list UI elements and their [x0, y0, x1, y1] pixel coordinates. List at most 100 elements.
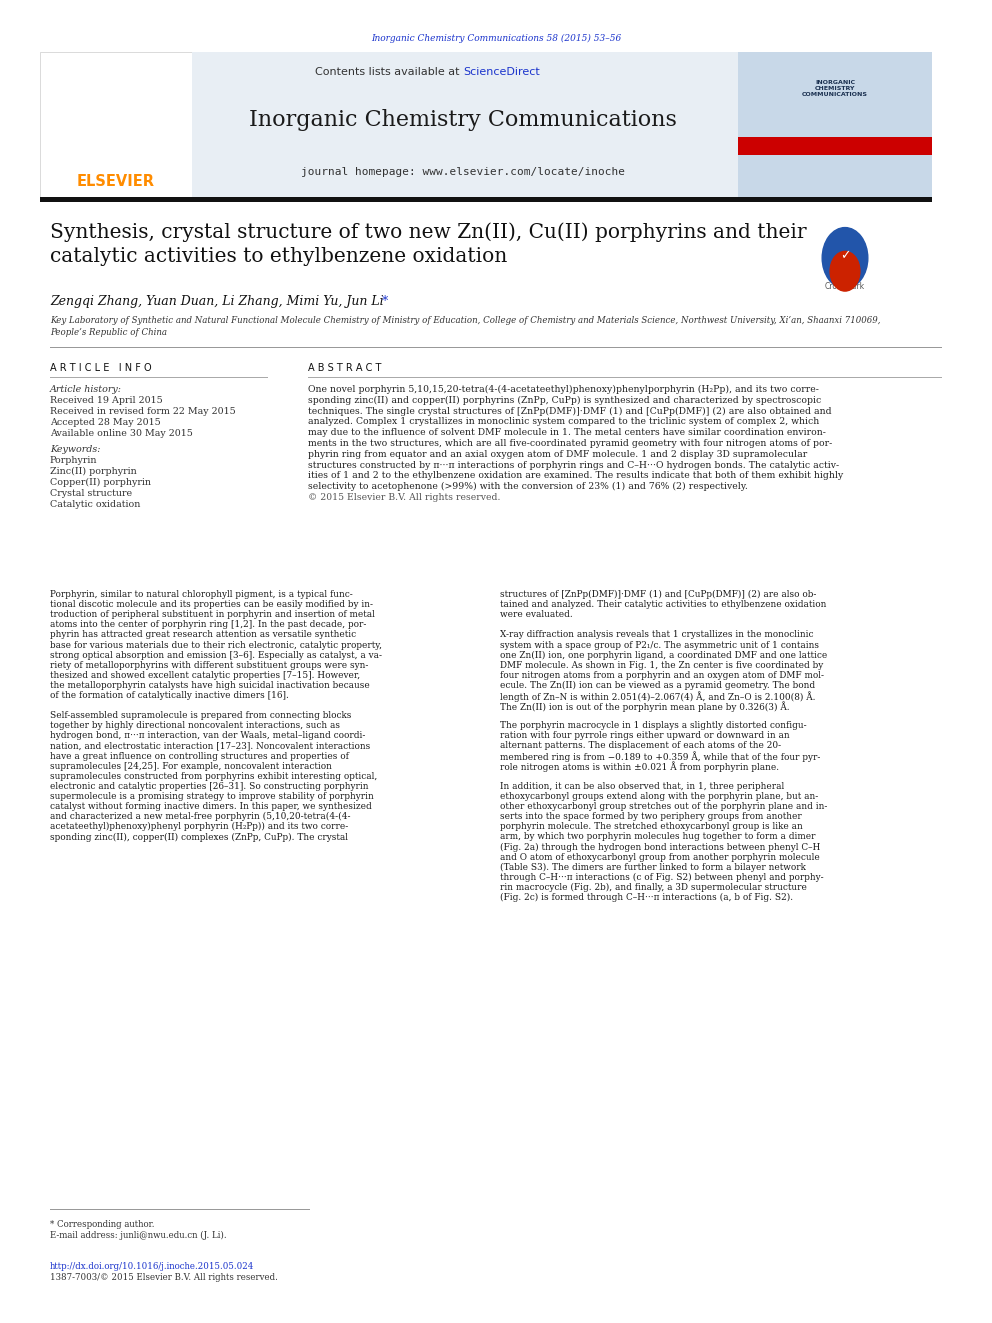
Bar: [738, 52, 932, 200]
Text: one Zn(II) ion, one porphyrin ligand, a coordinated DMF and one lattice: one Zn(II) ion, one porphyrin ligand, a …: [500, 651, 827, 660]
Text: structures constructed by π···π interactions of porphyrin rings and C–H···O hydr: structures constructed by π···π interact…: [308, 460, 839, 470]
Text: role nitrogen atoms is within ±0.021 Å from porphyrin plane.: role nitrogen atoms is within ±0.021 Å f…: [500, 762, 779, 773]
Text: *: *: [378, 295, 388, 308]
Text: A R T I C L E   I N F O: A R T I C L E I N F O: [50, 363, 152, 373]
Text: alternant patterns. The displacement of each atoms of the 20-: alternant patterns. The displacement of …: [500, 741, 781, 750]
Text: Crystal structure: Crystal structure: [50, 490, 132, 497]
Text: ecule. The Zn(II) ion can be viewed as a pyramid geometry. The bond: ecule. The Zn(II) ion can be viewed as a…: [500, 681, 815, 691]
Text: sponding zinc(II), copper(II) complexes (ZnPp, CuPp). The crystal: sponding zinc(II), copper(II) complexes …: [50, 832, 348, 841]
Text: Self-assembled supramolecule is prepared from connecting blocks: Self-assembled supramolecule is prepared…: [50, 712, 351, 720]
Text: may due to the influence of solvent DMF molecule in 1. The metal centers have si: may due to the influence of solvent DMF …: [308, 429, 826, 437]
Text: selectivity to acetophenone (>99%) with the conversion of 23% (1) and 76% (2) re: selectivity to acetophenone (>99%) with …: [308, 482, 748, 491]
Text: Synthesis, crystal structure of two new Zn(II), Cu(II) porphyrins and their
cata: Synthesis, crystal structure of two new …: [50, 222, 806, 266]
Text: E-mail address: junli@nwu.edu.cn (J. Li).: E-mail address: junli@nwu.edu.cn (J. Li)…: [50, 1230, 226, 1240]
Text: and O atom of ethoxycarbonyl group from another porphyrin molecule: and O atom of ethoxycarbonyl group from …: [500, 852, 819, 861]
Text: thesized and showed excellent catalytic properties [7–15]. However,: thesized and showed excellent catalytic …: [50, 671, 360, 680]
Text: (Fig. 2a) through the hydrogen bond interactions between phenyl C–H: (Fig. 2a) through the hydrogen bond inte…: [500, 843, 820, 852]
Text: Received in revised form 22 May 2015: Received in revised form 22 May 2015: [50, 407, 236, 415]
Text: atoms into the center of porphyrin ring [1,2]. In the past decade, por-: atoms into the center of porphyrin ring …: [50, 620, 366, 630]
Text: electronic and catalytic properties [26–31]. So constructing porphyrin: electronic and catalytic properties [26–…: [50, 782, 368, 791]
Text: 1387-7003/© 2015 Elsevier B.V. All rights reserved.: 1387-7003/© 2015 Elsevier B.V. All right…: [50, 1273, 278, 1282]
Text: X-ray diffraction analysis reveals that 1 crystallizes in the monoclinic: X-ray diffraction analysis reveals that …: [500, 630, 813, 639]
Text: Keywords:: Keywords:: [50, 445, 100, 454]
Text: A B S T R A C T: A B S T R A C T: [308, 363, 381, 373]
Bar: [40, 197, 932, 202]
Text: CrossMark: CrossMark: [825, 282, 865, 291]
Text: sponding zinc(II) and copper(II) porphyrins (ZnPp, CuPp) is synthesized and char: sponding zinc(II) and copper(II) porphyr…: [308, 396, 821, 405]
Bar: [40, 52, 192, 200]
Text: * Corresponding author.: * Corresponding author.: [50, 1220, 155, 1229]
Text: ethoxycarbonyl groups extend along with the porphyrin plane, but an-: ethoxycarbonyl groups extend along with …: [500, 792, 818, 800]
Text: together by highly directional noncovalent interactions, such as: together by highly directional noncovale…: [50, 721, 340, 730]
Text: hydrogen bond, π···π interaction, van der Waals, metal–ligand coordi-: hydrogen bond, π···π interaction, van de…: [50, 732, 365, 741]
Text: DMF molecule. As shown in Fig. 1, the Zn center is five coordinated by: DMF molecule. As shown in Fig. 1, the Zn…: [500, 660, 823, 669]
Text: supermolecule is a promising strategy to improve stability of porphyrin: supermolecule is a promising strategy to…: [50, 792, 374, 800]
Text: ration with four pyrrole rings either upward or downward in an: ration with four pyrrole rings either up…: [500, 732, 790, 741]
Text: techniques. The single crystal structures of [ZnPp(DMF)]·DMF (1) and [CuPp(DMF)]: techniques. The single crystal structure…: [308, 406, 831, 415]
Text: porphyrin molecule. The stretched ethoxycarbonyl group is like an: porphyrin molecule. The stretched ethoxy…: [500, 823, 803, 831]
Text: analyzed. Complex 1 crystallizes in monoclinic system compared to the triclinic : analyzed. Complex 1 crystallizes in mono…: [308, 417, 819, 426]
Text: In addition, it can be also observed that, in 1, three peripheral: In addition, it can be also observed tha…: [500, 782, 785, 791]
Text: other ethoxycarbonyl group stretches out of the porphyrin plane and in-: other ethoxycarbonyl group stretches out…: [500, 802, 827, 811]
Text: Contents lists available at: Contents lists available at: [315, 67, 463, 77]
Text: of the formation of catalytically inactive dimers [16].: of the formation of catalytically inacti…: [50, 691, 289, 700]
Text: system with a space group of P2₁/c. The asymmetric unit of 1 contains: system with a space group of P2₁/c. The …: [500, 640, 819, 650]
Text: structures of [ZnPp(DMF)]·DMF (1) and [CuPp(DMF)] (2) are also ob-: structures of [ZnPp(DMF)]·DMF (1) and [C…: [500, 590, 816, 599]
Text: length of Zn–N is within 2.051(4)–2.067(4) Å, and Zn–O is 2.100(8) Å.: length of Zn–N is within 2.051(4)–2.067(…: [500, 691, 815, 701]
Text: ScienceDirect: ScienceDirect: [463, 67, 540, 77]
Text: The Zn(II) ion is out of the porphyrin mean plane by 0.326(3) Å.: The Zn(II) ion is out of the porphyrin m…: [500, 701, 790, 712]
Text: four nitrogen atoms from a porphyrin and an oxygen atom of DMF mol-: four nitrogen atoms from a porphyrin and…: [500, 671, 824, 680]
Text: supramolecules [24,25]. For example, noncovalent interaction: supramolecules [24,25]. For example, non…: [50, 762, 332, 771]
Text: serts into the space formed by two periphery groups from another: serts into the space formed by two perip…: [500, 812, 802, 822]
Text: Inorganic Chemistry Communications: Inorganic Chemistry Communications: [249, 108, 677, 131]
Text: http://dx.doi.org/10.1016/j.inoche.2015.05.024: http://dx.doi.org/10.1016/j.inoche.2015.…: [50, 1262, 254, 1271]
Text: © 2015 Elsevier B.V. All rights reserved.: © 2015 Elsevier B.V. All rights reserved…: [308, 493, 501, 501]
Text: rin macrocycle (Fig. 2b), and finally, a 3D supermolecular structure: rin macrocycle (Fig. 2b), and finally, a…: [500, 882, 806, 892]
Text: Article history:: Article history:: [50, 385, 122, 394]
Text: through C–H···π interactions (c of Fig. S2) between phenyl and porphy-: through C–H···π interactions (c of Fig. …: [500, 873, 823, 882]
Text: Catalytic oxidation: Catalytic oxidation: [50, 500, 141, 509]
Text: arm, by which two porphyrin molecules hug together to form a dimer: arm, by which two porphyrin molecules hu…: [500, 832, 815, 841]
Text: membered ring is from −0.189 to +0.359 Å, while that of the four pyr-: membered ring is from −0.189 to +0.359 Å…: [500, 751, 820, 762]
Text: have a great influence on controlling structures and properties of: have a great influence on controlling st…: [50, 751, 349, 761]
Text: and characterized a new metal-free porphyrin (5,10,20-tetra(4-(4-: and characterized a new metal-free porph…: [50, 812, 350, 822]
Text: strong optical absorption and emission [3–6]. Especially as catalyst, a va-: strong optical absorption and emission […: [50, 651, 382, 660]
Circle shape: [822, 228, 868, 288]
Text: ELSEVIER: ELSEVIER: [77, 175, 155, 189]
Text: INORGANIC
CHEMISTRY
COMMUNICATIONS: INORGANIC CHEMISTRY COMMUNICATIONS: [802, 79, 868, 98]
Text: acetateethyl)phenoxy)phenyl porphyrin (H₂Pp)) and its two corre-: acetateethyl)phenoxy)phenyl porphyrin (H…: [50, 823, 348, 831]
Text: Copper(II) porphyrin: Copper(II) porphyrin: [50, 478, 151, 487]
Text: One novel porphyrin 5,10,15,20-tetra(4-(4-acetateethyl)phenoxy)phenylporphyrin (: One novel porphyrin 5,10,15,20-tetra(4-(…: [308, 385, 818, 394]
Text: ments in the two structures, which are all five-coordinated pyramid geometry wit: ments in the two structures, which are a…: [308, 439, 832, 448]
Text: tional discotic molecule and its properties can be easily modified by in-: tional discotic molecule and its propert…: [50, 601, 373, 609]
Text: phyrin has attracted great research attention as versatile synthetic: phyrin has attracted great research atte…: [50, 630, 356, 639]
Text: tained and analyzed. Their catalytic activities to ethylbenzene oxidation: tained and analyzed. Their catalytic act…: [500, 601, 826, 609]
Text: (Table S3). The dimers are further linked to form a bilayer network: (Table S3). The dimers are further linke…: [500, 863, 806, 872]
Text: phyrin ring from equator and an axial oxygen atom of DMF molecule. 1 and 2 displ: phyrin ring from equator and an axial ox…: [308, 450, 807, 459]
Text: the metalloporphyrin catalysts have high suicidal inactivation because: the metalloporphyrin catalysts have high…: [50, 681, 370, 689]
Text: The porphyrin macrocycle in 1 displays a slightly distorted configu-: The porphyrin macrocycle in 1 displays a…: [500, 721, 806, 730]
Circle shape: [830, 251, 860, 291]
Text: Inorganic Chemistry Communications 58 (2015) 53–56: Inorganic Chemistry Communications 58 (2…: [371, 33, 621, 42]
Text: riety of metalloporphyrins with different substituent groups were syn-: riety of metalloporphyrins with differen…: [50, 660, 368, 669]
Text: Accepted 28 May 2015: Accepted 28 May 2015: [50, 418, 161, 427]
Text: ities of 1 and 2 to the ethylbenzene oxidation are examined. The results indicat: ities of 1 and 2 to the ethylbenzene oxi…: [308, 471, 843, 480]
Text: nation, and electrostatic interaction [17–23]. Noncovalent interactions: nation, and electrostatic interaction [1…: [50, 741, 370, 750]
Text: Porphyrin, similar to natural chlorophyll pigment, is a typical func-: Porphyrin, similar to natural chlorophyl…: [50, 590, 353, 599]
Text: Porphyrin: Porphyrin: [50, 456, 97, 464]
Text: Zengqi Zhang, Yuan Duan, Li Zhang, Mimi Yu, Jun Li: Zengqi Zhang, Yuan Duan, Li Zhang, Mimi …: [50, 295, 384, 308]
Text: supramolecules constructed from porphyrins exhibit interesting optical,: supramolecules constructed from porphyri…: [50, 771, 377, 781]
Text: base for various materials due to their rich electronic, catalytic property,: base for various materials due to their …: [50, 640, 382, 650]
Text: catalyst without forming inactive dimers. In this paper, we synthesized: catalyst without forming inactive dimers…: [50, 802, 372, 811]
Text: Zinc(II) porphyrin: Zinc(II) porphyrin: [50, 467, 137, 476]
Bar: [738, 138, 932, 155]
Text: troduction of peripheral substituent in porphyrin and insertion of metal: troduction of peripheral substituent in …: [50, 610, 375, 619]
Text: Key Laboratory of Synthetic and Natural Functional Molecule Chemistry of Ministr: Key Laboratory of Synthetic and Natural …: [50, 316, 881, 337]
Text: (Fig. 2c) is formed through C–H···π interactions (a, b of Fig. S2).: (Fig. 2c) is formed through C–H···π inte…: [500, 893, 794, 902]
Text: were evaluated.: were evaluated.: [500, 610, 572, 619]
Text: Available online 30 May 2015: Available online 30 May 2015: [50, 429, 192, 438]
Text: Received 19 April 2015: Received 19 April 2015: [50, 396, 163, 405]
Text: ✓: ✓: [840, 249, 850, 262]
Text: journal homepage: www.elsevier.com/locate/inoche: journal homepage: www.elsevier.com/locat…: [301, 167, 625, 177]
Bar: [192, 52, 738, 200]
